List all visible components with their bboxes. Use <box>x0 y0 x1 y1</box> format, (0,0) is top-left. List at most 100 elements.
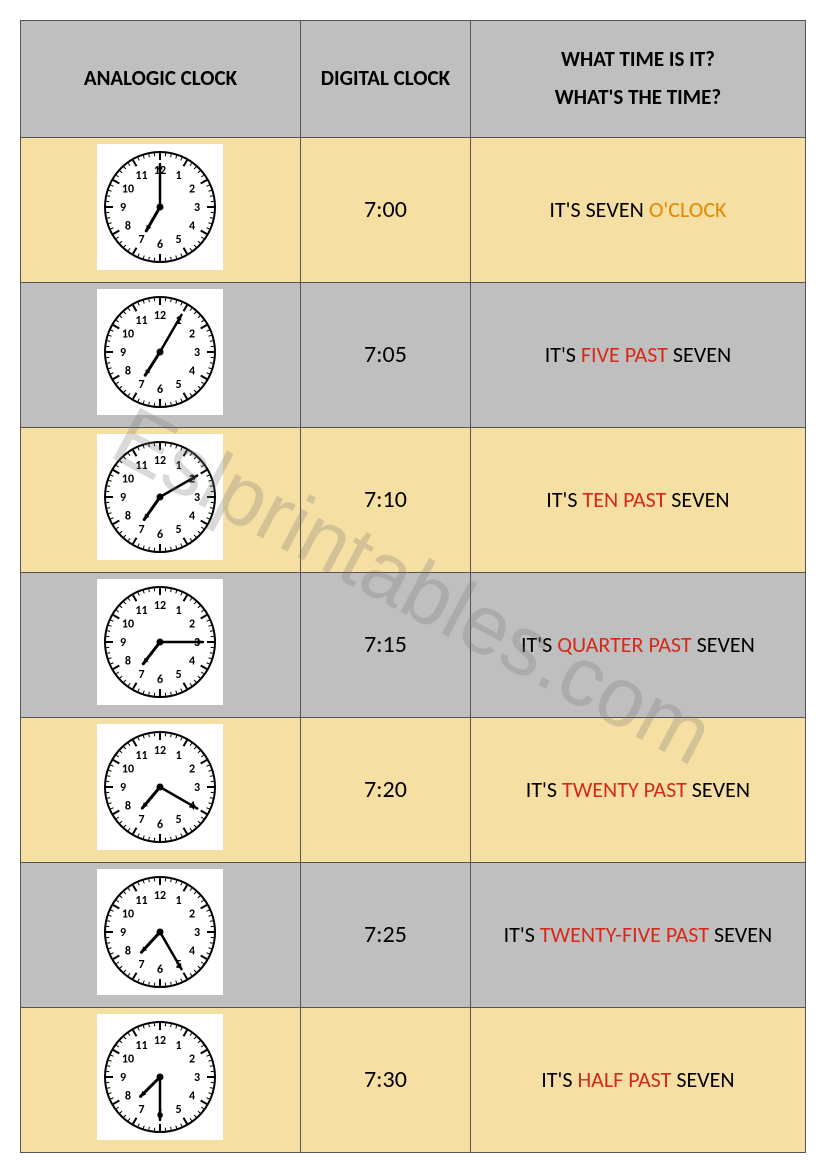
time-table: ANALOGIC CLOCK DIGITAL CLOCK WHAT TIME I… <box>20 20 806 1153</box>
digital-time: 7:15 <box>300 572 470 717</box>
svg-text:10: 10 <box>122 327 134 341</box>
svg-text:5: 5 <box>176 523 182 537</box>
phrase-segment: TWENTY PAST <box>562 776 687 803</box>
clock-icon: 123456789101112 <box>97 724 223 850</box>
svg-text:3: 3 <box>194 346 200 360</box>
svg-text:4: 4 <box>189 654 195 668</box>
svg-text:1: 1 <box>176 749 182 763</box>
clock-icon: 123456789101112 <box>97 579 223 705</box>
phrase-segment: SEVEN <box>709 921 772 948</box>
svg-text:5: 5 <box>176 378 182 392</box>
svg-text:12: 12 <box>154 889 166 903</box>
digital-time: 7:10 <box>300 427 470 572</box>
svg-text:2: 2 <box>189 617 195 631</box>
svg-text:9: 9 <box>120 346 126 360</box>
svg-text:7: 7 <box>139 523 145 537</box>
time-phrase: IT'S HALF PAST SEVEN <box>470 1007 805 1152</box>
svg-text:1: 1 <box>176 169 182 183</box>
table-row: 1234567891011127:30IT'S HALF PAST SEVEN <box>21 1007 806 1152</box>
svg-text:3: 3 <box>194 1071 200 1085</box>
table-row: 1234567891011127:00IT'S SEVEN O'CLOCK <box>21 137 806 282</box>
phrase-segment: HALF PAST <box>577 1066 671 1093</box>
svg-text:9: 9 <box>120 781 126 795</box>
digital-time: 7:25 <box>300 862 470 1007</box>
time-phrase: IT'S TEN PAST SEVEN <box>470 427 805 572</box>
svg-text:5: 5 <box>176 668 182 682</box>
svg-text:10: 10 <box>122 182 134 196</box>
svg-text:9: 9 <box>120 1071 126 1085</box>
svg-text:8: 8 <box>125 1089 131 1103</box>
phrase-segment: IT'S <box>504 921 540 948</box>
table-row: 1234567891011127:05IT'S FIVE PAST SEVEN <box>21 282 806 427</box>
svg-text:3: 3 <box>194 201 200 215</box>
svg-text:4: 4 <box>189 944 195 958</box>
phrase-segment: SEVEN <box>671 1066 734 1093</box>
svg-text:5: 5 <box>176 813 182 827</box>
phrase-segment: SEVEN <box>668 341 731 368</box>
svg-text:12: 12 <box>154 309 166 323</box>
phrase-segment: FIVE PAST <box>581 341 668 368</box>
table-row: 1234567891011127:25IT'S TWENTY-FIVE PAST… <box>21 862 806 1007</box>
svg-text:7: 7 <box>139 378 145 392</box>
svg-text:9: 9 <box>120 201 126 215</box>
header-row: ANALOGIC CLOCK DIGITAL CLOCK WHAT TIME I… <box>21 21 806 138</box>
svg-text:2: 2 <box>189 327 195 341</box>
svg-text:7: 7 <box>139 233 145 247</box>
svg-text:2: 2 <box>189 907 195 921</box>
clock-icon: 123456789101112 <box>97 289 223 415</box>
svg-text:1: 1 <box>176 459 182 473</box>
svg-text:7: 7 <box>139 813 145 827</box>
table-row: 1234567891011127:10IT'S TEN PAST SEVEN <box>21 427 806 572</box>
svg-text:6: 6 <box>157 963 163 977</box>
phrase-segment: IT'S <box>545 341 581 368</box>
svg-text:1: 1 <box>176 1039 182 1053</box>
digital-time: 7:00 <box>300 137 470 282</box>
svg-text:3: 3 <box>194 491 200 505</box>
phrase-segment: IT'S <box>526 776 562 803</box>
svg-text:4: 4 <box>189 1089 195 1103</box>
svg-text:2: 2 <box>189 762 195 776</box>
svg-text:9: 9 <box>120 926 126 940</box>
svg-text:12: 12 <box>154 1034 166 1048</box>
svg-text:11: 11 <box>136 604 148 618</box>
digital-time: 7:05 <box>300 282 470 427</box>
svg-text:5: 5 <box>176 233 182 247</box>
header-digital: DIGITAL CLOCK <box>300 21 470 138</box>
svg-text:11: 11 <box>136 894 148 908</box>
svg-text:7: 7 <box>139 958 145 972</box>
svg-text:9: 9 <box>120 491 126 505</box>
svg-text:6: 6 <box>157 818 163 832</box>
clock-icon: 123456789101112 <box>97 1014 223 1140</box>
svg-text:10: 10 <box>122 1052 134 1066</box>
clock-icon: 123456789101112 <box>97 869 223 995</box>
analog-clock-cell: 123456789101112 <box>21 282 301 427</box>
phrase-segment: SEVEN <box>692 631 755 658</box>
analog-clock-cell: 123456789101112 <box>21 137 301 282</box>
svg-text:4: 4 <box>189 219 195 233</box>
digital-time: 7:30 <box>300 1007 470 1152</box>
analog-clock-cell: 123456789101112 <box>21 717 301 862</box>
svg-text:11: 11 <box>136 169 148 183</box>
header-text-line1: WHAT TIME IS IT? <box>561 46 715 72</box>
time-phrase: IT'S SEVEN O'CLOCK <box>470 137 805 282</box>
digital-time: 7:20 <box>300 717 470 862</box>
svg-text:12: 12 <box>154 744 166 758</box>
phrase-segment: TEN PAST <box>583 486 667 513</box>
svg-text:5: 5 <box>176 1103 182 1117</box>
time-phrase: IT'S QUARTER PAST SEVEN <box>470 572 805 717</box>
svg-text:6: 6 <box>157 383 163 397</box>
analog-clock-cell: 123456789101112 <box>21 862 301 1007</box>
time-phrase: IT'S TWENTY-FIVE PAST SEVEN <box>470 862 805 1007</box>
svg-text:8: 8 <box>125 944 131 958</box>
time-phrase: IT'S FIVE PAST SEVEN <box>470 282 805 427</box>
svg-text:1: 1 <box>176 604 182 618</box>
analog-clock-cell: 123456789101112 <box>21 572 301 717</box>
svg-text:11: 11 <box>136 1039 148 1053</box>
clock-icon: 123456789101112 <box>97 144 223 270</box>
worksheet-page: Eslprintables.com ANALOGIC CLOCK DIGITAL… <box>20 20 806 1153</box>
svg-text:8: 8 <box>125 509 131 523</box>
phrase-segment: QUARTER PAST <box>557 631 691 658</box>
phrase-segment: TWENTY-FIVE PAST <box>540 921 709 948</box>
table-row: 1234567891011127:20IT'S TWENTY PAST SEVE… <box>21 717 806 862</box>
phrase-segment: IT'S <box>541 1066 577 1093</box>
